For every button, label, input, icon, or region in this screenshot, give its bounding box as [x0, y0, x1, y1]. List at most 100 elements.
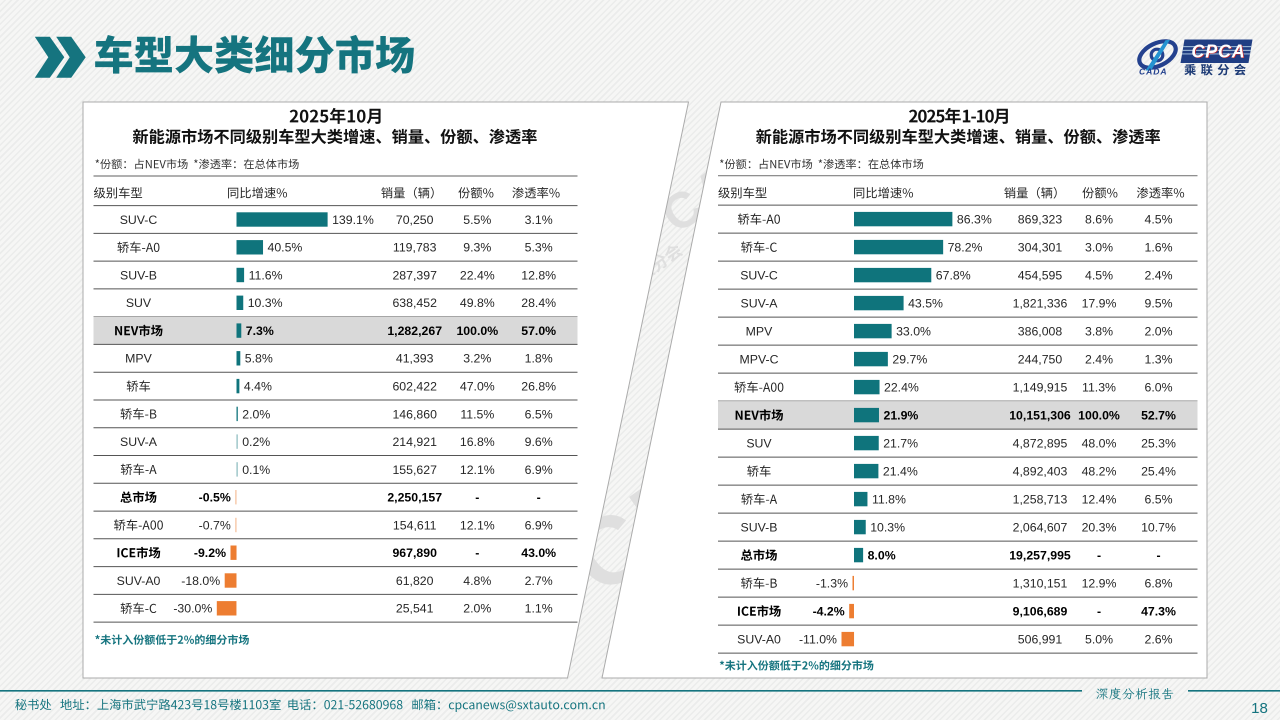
- svg-text:26.8%: 26.8%: [521, 380, 556, 394]
- svg-text:10.3%: 10.3%: [870, 521, 905, 535]
- svg-text:2.0%: 2.0%: [463, 602, 491, 616]
- svg-text:4.5%: 4.5%: [1085, 269, 1113, 283]
- svg-text:638,452: 638,452: [392, 296, 437, 310]
- svg-text:-: -: [1156, 549, 1160, 563]
- svg-text:6.9%: 6.9%: [525, 518, 553, 532]
- svg-text:2,250,157: 2,250,157: [387, 491, 442, 505]
- svg-text:-1.3%: -1.3%: [816, 577, 848, 591]
- svg-text:MPV-C: MPV-C: [740, 353, 779, 367]
- svg-text:SUV-C: SUV-C: [120, 213, 158, 227]
- svg-text:8.0%: 8.0%: [868, 549, 896, 563]
- svg-text:11.3%: 11.3%: [1082, 381, 1116, 395]
- svg-text:21.4%: 21.4%: [883, 465, 918, 479]
- svg-text:-: -: [475, 546, 479, 560]
- svg-text:47.3%: 47.3%: [1141, 605, 1176, 619]
- svg-text:SUV: SUV: [746, 437, 772, 451]
- svg-text:1,282,267: 1,282,267: [387, 324, 442, 338]
- svg-text:506,991: 506,991: [1018, 633, 1063, 647]
- svg-text:4,892,403: 4,892,403: [1013, 465, 1068, 479]
- svg-text:119,783: 119,783: [393, 241, 437, 255]
- svg-text:21.9%: 21.9%: [884, 409, 919, 423]
- svg-text:SUV-C: SUV-C: [740, 269, 778, 283]
- svg-text:9.6%: 9.6%: [525, 435, 553, 449]
- svg-text:100.0%: 100.0%: [456, 324, 498, 338]
- svg-text:1.3%: 1.3%: [1144, 353, 1172, 367]
- svg-text:4.8%: 4.8%: [463, 574, 491, 588]
- svg-text:57.0%: 57.0%: [521, 324, 556, 338]
- svg-text:6.0%: 6.0%: [1144, 381, 1172, 395]
- svg-text:9.3%: 9.3%: [463, 241, 491, 255]
- svg-text:SUV-A: SUV-A: [741, 297, 779, 311]
- svg-text:1.8%: 1.8%: [525, 352, 553, 366]
- svg-text:-0.7%: -0.7%: [199, 518, 231, 532]
- svg-text:12.1%: 12.1%: [460, 518, 495, 532]
- svg-text:11.6%: 11.6%: [249, 268, 283, 282]
- svg-text:1,821,336: 1,821,336: [1013, 297, 1068, 311]
- svg-text:22.4%: 22.4%: [460, 268, 495, 282]
- svg-text:2,064,607: 2,064,607: [1013, 521, 1068, 535]
- svg-text:3.8%: 3.8%: [1085, 325, 1113, 339]
- svg-text:47.0%: 47.0%: [460, 380, 495, 394]
- svg-text:SUV: SUV: [126, 296, 152, 310]
- svg-text:20.3%: 20.3%: [1082, 521, 1117, 535]
- svg-text:18: 18: [1251, 700, 1268, 717]
- svg-text:9.5%: 9.5%: [1144, 297, 1172, 311]
- svg-text:454,595: 454,595: [1018, 269, 1063, 283]
- svg-text:2.0%: 2.0%: [242, 407, 270, 421]
- svg-text:967,890: 967,890: [392, 546, 437, 560]
- svg-text:MPV: MPV: [746, 325, 773, 339]
- svg-text:21.7%: 21.7%: [883, 437, 918, 451]
- svg-text:8.6%: 8.6%: [1085, 213, 1113, 227]
- svg-text:SUV-A: SUV-A: [120, 435, 158, 449]
- svg-text:48.2%: 48.2%: [1082, 465, 1117, 479]
- svg-text:CADA: CADA: [1139, 67, 1167, 77]
- svg-text:SUV-A0: SUV-A0: [117, 574, 161, 588]
- svg-text:6.5%: 6.5%: [525, 407, 553, 421]
- svg-text:5.5%: 5.5%: [463, 213, 491, 227]
- svg-text:22.4%: 22.4%: [884, 381, 919, 395]
- svg-text:11.5%: 11.5%: [460, 407, 494, 421]
- svg-text:-: -: [1097, 549, 1101, 563]
- svg-text:SUV-A0: SUV-A0: [737, 633, 781, 647]
- svg-text:-30.0%: -30.0%: [173, 602, 212, 616]
- svg-text:2.4%: 2.4%: [1144, 269, 1172, 283]
- svg-text:70,250: 70,250: [396, 213, 434, 227]
- svg-text:1.1%: 1.1%: [525, 602, 553, 616]
- svg-text:29.7%: 29.7%: [892, 353, 927, 367]
- svg-text:-: -: [537, 491, 541, 505]
- svg-text:869,323: 869,323: [1018, 213, 1063, 227]
- svg-text:49.8%: 49.8%: [460, 296, 495, 310]
- svg-text:78.2%: 78.2%: [948, 241, 983, 255]
- svg-text:9,106,689: 9,106,689: [1013, 605, 1068, 619]
- svg-text:25.3%: 25.3%: [1141, 437, 1176, 451]
- svg-text:40.5%: 40.5%: [268, 241, 303, 255]
- svg-text:12.8%: 12.8%: [521, 268, 556, 282]
- svg-text:19,257,995: 19,257,995: [1009, 549, 1071, 563]
- svg-text:CPCA: CPCA: [1192, 42, 1246, 62]
- svg-text:139.1%: 139.1%: [332, 213, 374, 227]
- svg-text:MPV: MPV: [125, 352, 152, 366]
- svg-text:386,008: 386,008: [1018, 325, 1063, 339]
- svg-text:12.9%: 12.9%: [1082, 577, 1117, 591]
- svg-text:0.1%: 0.1%: [242, 463, 270, 477]
- svg-text:-: -: [475, 491, 479, 505]
- svg-text:5.8%: 5.8%: [245, 352, 273, 366]
- svg-text:287,397: 287,397: [392, 268, 437, 282]
- svg-text:12.4%: 12.4%: [1082, 493, 1117, 507]
- svg-text:10,151,306: 10,151,306: [1009, 409, 1071, 423]
- svg-text:43.5%: 43.5%: [908, 297, 943, 311]
- svg-text:304,301: 304,301: [1018, 241, 1063, 255]
- svg-text:CPCA: CPCA: [1191, 41, 1245, 61]
- svg-text:0.2%: 0.2%: [242, 435, 270, 449]
- svg-text:3.2%: 3.2%: [463, 352, 491, 366]
- svg-text:6.5%: 6.5%: [1144, 493, 1172, 507]
- svg-text:-: -: [1097, 605, 1101, 619]
- svg-text:1,258,713: 1,258,713: [1013, 493, 1068, 507]
- svg-text:-9.2%: -9.2%: [194, 546, 226, 560]
- svg-text:154,611: 154,611: [393, 518, 437, 532]
- svg-text:10.7%: 10.7%: [1141, 521, 1176, 535]
- svg-text:33.0%: 33.0%: [896, 325, 931, 339]
- svg-text:61,820: 61,820: [396, 574, 434, 588]
- svg-text:28.4%: 28.4%: [521, 296, 556, 310]
- svg-text:155,627: 155,627: [392, 463, 437, 477]
